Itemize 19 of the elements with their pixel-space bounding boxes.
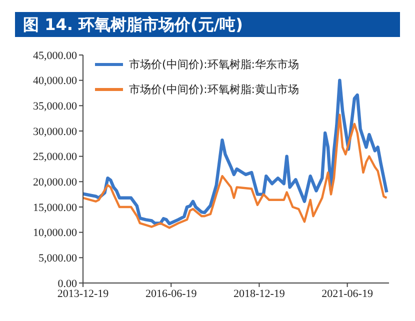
y-tick-label: 30,000.00 xyxy=(33,126,78,138)
y-tick-label: 0.00 xyxy=(58,278,78,290)
y-tick-label: 20,000.00 xyxy=(33,176,78,189)
legend-label: 市场价(中间价):环氧树脂:黄山市场 xyxy=(129,82,299,98)
legend-label: 市场价(中间价):环氧树脂:华东市场 xyxy=(129,57,299,73)
y-tick-label: 25,000.00 xyxy=(33,151,78,164)
y-tick-label: 45,000.00 xyxy=(33,50,78,62)
line-series xyxy=(83,114,388,229)
chart-title: 图 14. 环氧树脂市场价(元/吨) xyxy=(15,12,400,37)
x-tick-label: 2021-06-19 xyxy=(322,288,374,300)
y-tick-label: 5,000.00 xyxy=(38,252,78,265)
y-tick-label: 35,000.00 xyxy=(33,100,78,113)
x-tick-label: 2013-12-19 xyxy=(57,288,110,300)
y-tick-label: 10,000.00 xyxy=(33,227,78,240)
x-tick-label: 2016-06-19 xyxy=(145,288,198,300)
line-series xyxy=(83,78,388,226)
y-tick-label: 15,000.00 xyxy=(33,202,78,214)
y-tick-label: 40,000.00 xyxy=(33,75,78,88)
x-tick-label: 2018-12-19 xyxy=(234,288,286,300)
